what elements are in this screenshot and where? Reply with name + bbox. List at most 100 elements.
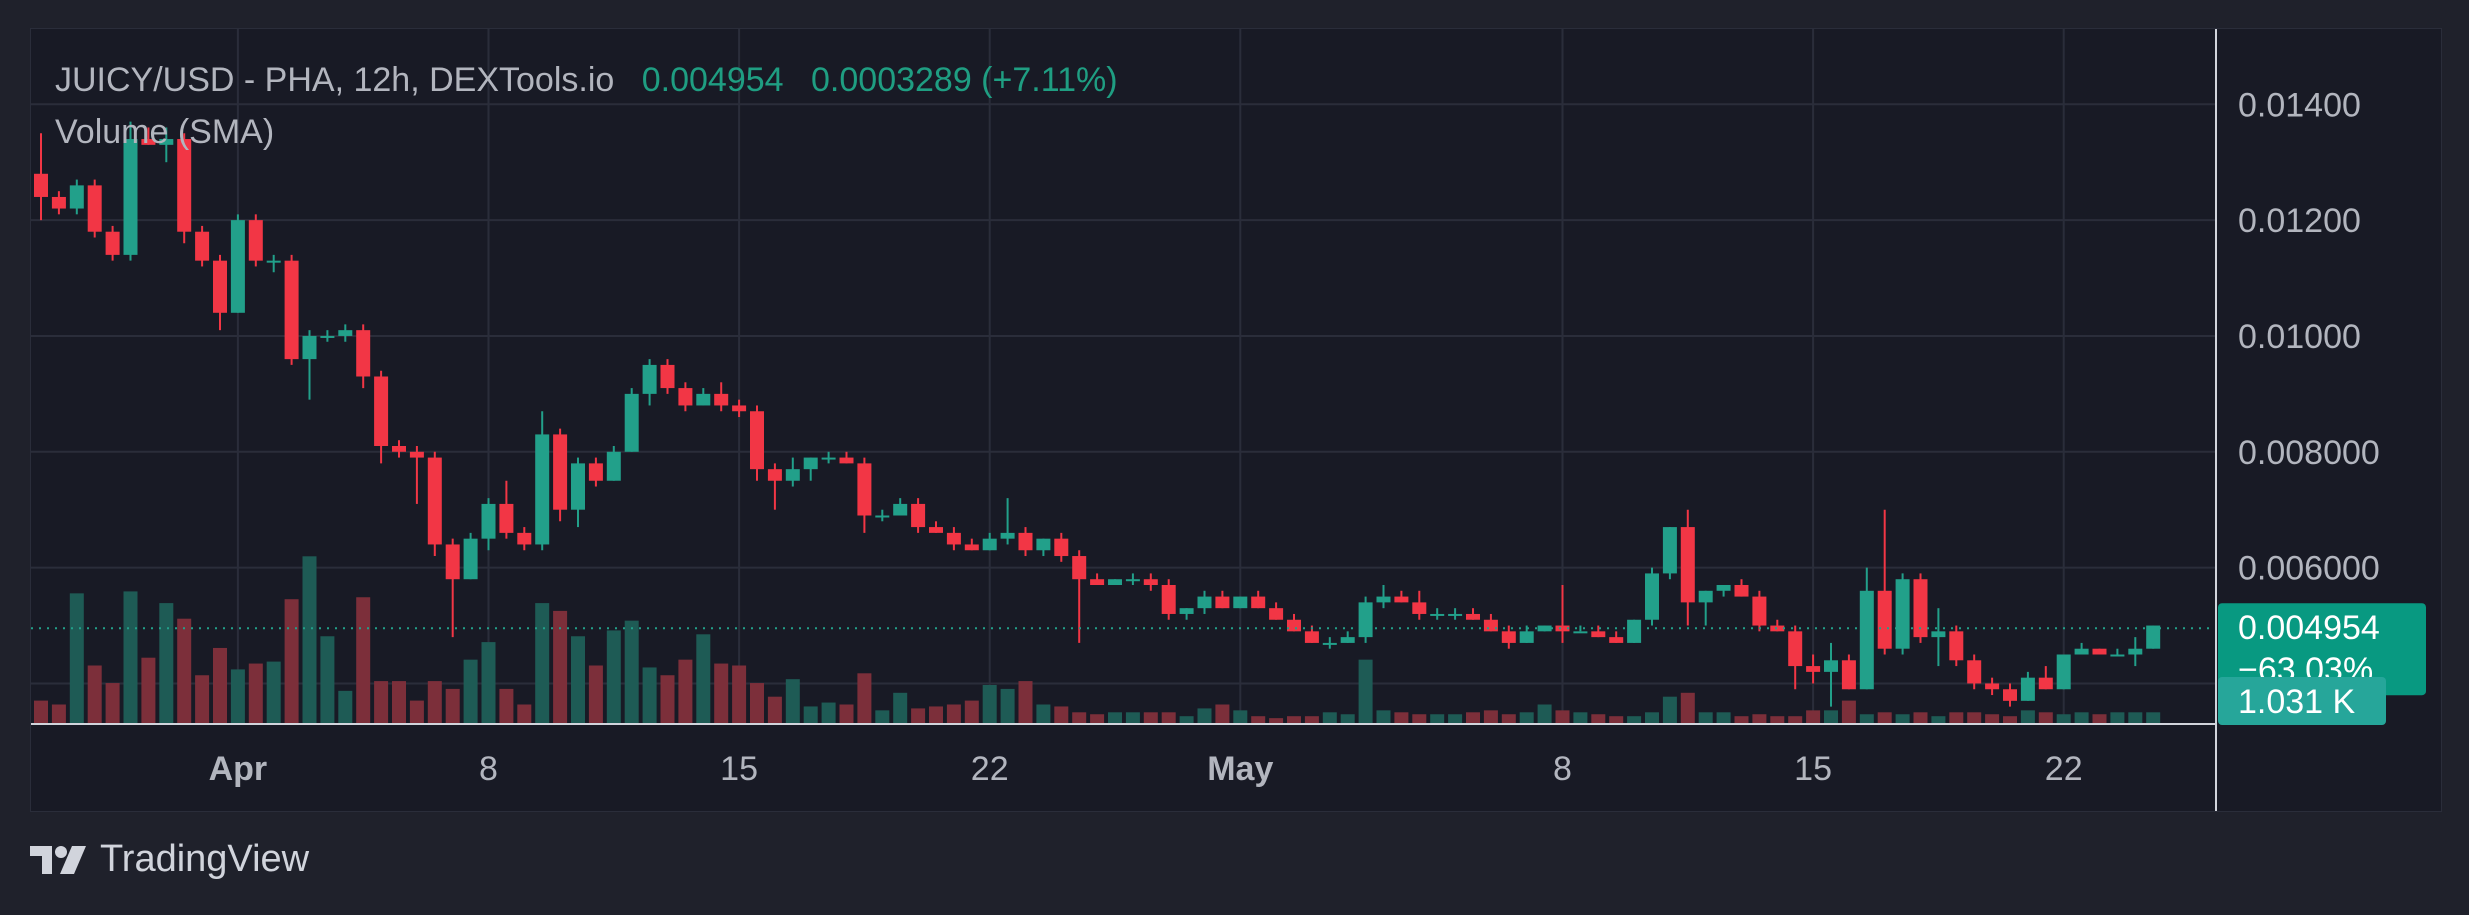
volume-bar — [1072, 712, 1087, 724]
volume-bar — [105, 683, 120, 724]
volume-bar — [1179, 716, 1194, 724]
volume-bar — [982, 685, 997, 724]
candle — [857, 457, 872, 533]
candle — [1609, 631, 1624, 643]
volume-bar — [1197, 708, 1212, 724]
candle-body — [1430, 613, 1445, 616]
volume-bar — [571, 636, 585, 724]
candle-body — [409, 451, 424, 458]
volume-bar — [320, 636, 335, 724]
volume-bar — [1877, 712, 1892, 724]
volume-bar — [1215, 704, 1230, 724]
candle — [1340, 631, 1355, 643]
footer-branding[interactable]: TradingView — [30, 838, 309, 881]
volume-bar — [1412, 714, 1427, 724]
candle — [1108, 579, 1122, 585]
candle-body — [51, 196, 66, 209]
x-tick-label: 8 — [1553, 750, 1572, 788]
volume-bar — [875, 710, 890, 724]
candle-body — [1287, 619, 1301, 632]
volume-bar — [803, 706, 818, 724]
candle-body — [1859, 590, 1874, 690]
candle-body — [2074, 648, 2089, 655]
candle-body — [34, 173, 48, 197]
candle — [338, 324, 353, 342]
volume-bar — [481, 642, 496, 724]
candle-body — [1841, 660, 1856, 690]
candle — [1949, 625, 1964, 667]
candle-body — [767, 469, 782, 481]
candle — [1752, 590, 1767, 632]
x-tick-label: May — [1207, 750, 1273, 788]
candle — [1662, 527, 1677, 580]
candle-body — [230, 220, 245, 313]
candle — [302, 330, 317, 400]
volume-bar — [177, 618, 192, 724]
candle-body — [463, 538, 478, 580]
volume-bar — [1108, 712, 1122, 724]
candle-body — [1949, 631, 1964, 661]
candle-body — [1161, 585, 1176, 614]
candle-body — [1108, 579, 1122, 585]
volume-bar — [248, 663, 263, 724]
candle-body — [1143, 579, 1158, 585]
candle — [1143, 573, 1158, 591]
candle-body — [2038, 677, 2053, 690]
candle — [1483, 613, 1498, 632]
candle — [1555, 585, 1570, 643]
candle — [2110, 648, 2125, 657]
last-price-text: 0.004954 — [641, 61, 784, 99]
candle-body — [1609, 637, 1624, 643]
volume-bar — [1018, 681, 1033, 724]
candlestick-chart[interactable]: 0.004954−63.03%1.031 K 0.01400 0.01200 0.0… — [31, 29, 2441, 811]
candle-body — [1645, 573, 1659, 620]
candle-body — [2092, 648, 2107, 655]
candle-body — [1931, 631, 1946, 638]
volume-bar — [660, 675, 675, 724]
volume-bar — [588, 665, 603, 724]
candle — [159, 127, 174, 163]
candle-body — [499, 503, 514, 533]
candle-body — [1269, 608, 1284, 620]
volume-bar — [517, 704, 532, 724]
candle — [1824, 642, 1838, 707]
candle — [1090, 573, 1105, 585]
x-tick-label: Apr — [209, 750, 268, 788]
volume-bar — [2092, 714, 2107, 724]
candle-body — [1215, 596, 1230, 609]
volume-bar — [1287, 716, 1301, 724]
candle — [2003, 683, 2017, 707]
candle — [2092, 648, 2107, 655]
volume-bar — [839, 704, 854, 724]
volume-bar — [1609, 716, 1624, 724]
candle-body — [2146, 625, 2161, 649]
volume-bar — [445, 688, 460, 724]
volume-bar — [1000, 688, 1015, 724]
candle — [2020, 671, 2035, 701]
x-tick-label: 22 — [2045, 750, 2083, 788]
candle — [911, 498, 926, 533]
candle — [69, 179, 84, 215]
candle-body — [1698, 590, 1713, 603]
volume-value-badge: 1.031 K — [2218, 677, 2386, 725]
candle-body — [929, 527, 943, 533]
candle-body — [1627, 619, 1642, 643]
candle-body — [732, 405, 747, 412]
candle — [195, 225, 210, 267]
volume-bar — [714, 663, 729, 724]
volume-bar — [535, 603, 550, 724]
candle-body — [123, 139, 138, 255]
candle-body — [2056, 654, 2071, 690]
candle — [606, 446, 621, 481]
candle — [714, 382, 729, 412]
candle-body — [803, 457, 818, 470]
candle-body — [571, 463, 585, 510]
volume-bar — [750, 683, 764, 724]
symbol-title: JUICY/USD - PHA, 12h, DEXTools.io — [55, 61, 615, 99]
candle-body — [445, 544, 460, 580]
candle-body — [535, 434, 550, 545]
chart-panel[interactable]: 0.004954 −63.03% 1.031 K 0.01400 0.01200 0.0… — [30, 28, 2442, 812]
candle-body — [2128, 648, 2143, 655]
candle-body — [1448, 613, 1463, 616]
candle-body — [1394, 596, 1409, 603]
